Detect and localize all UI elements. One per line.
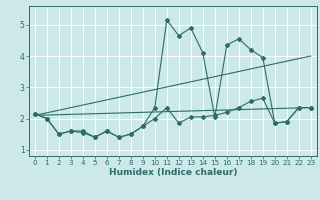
X-axis label: Humidex (Indice chaleur): Humidex (Indice chaleur) — [108, 168, 237, 177]
